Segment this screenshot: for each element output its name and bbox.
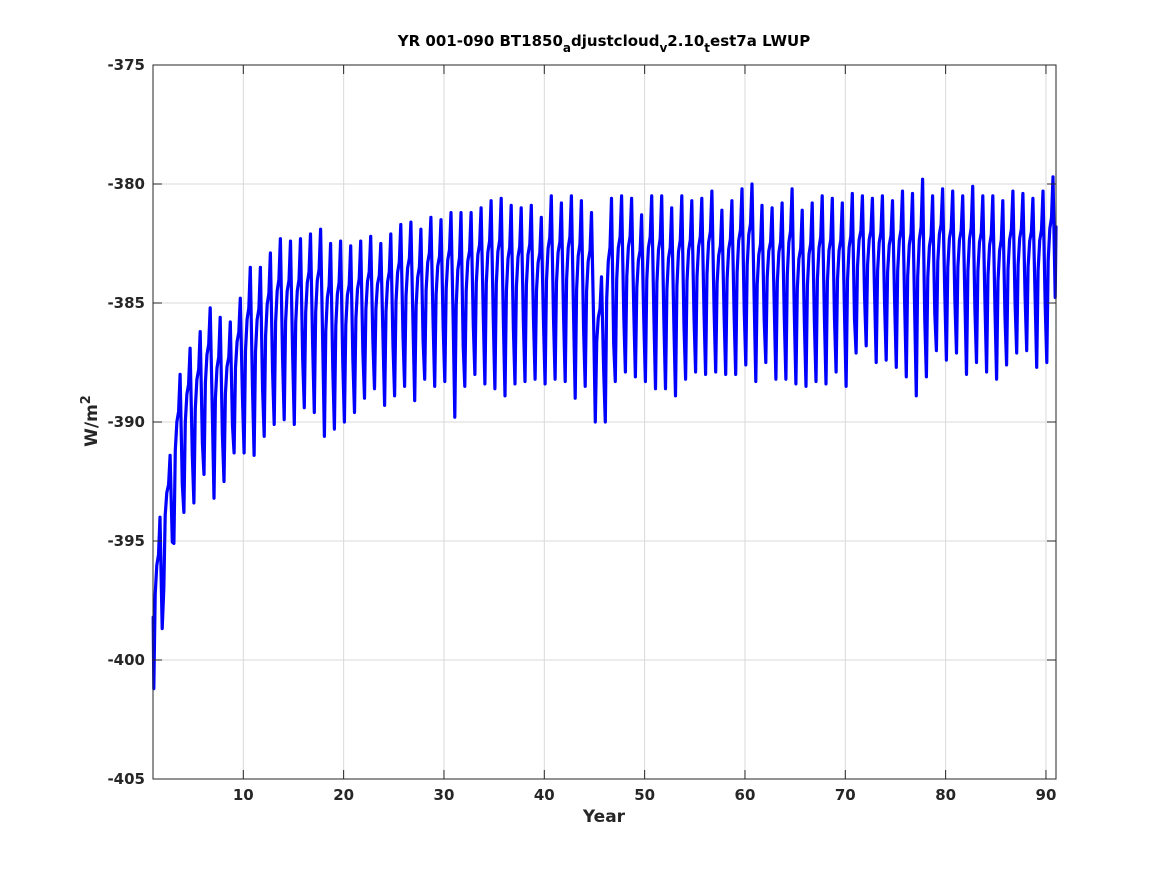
chart-title-segment: djustcloud xyxy=(571,32,659,50)
y-axis-label-base: W/m xyxy=(82,404,102,447)
x-tick-label: 40 xyxy=(534,786,555,804)
y-tick-label: -380 xyxy=(107,175,145,193)
y-tick-label: -390 xyxy=(107,413,145,431)
chart-title-subscript: t xyxy=(704,41,710,55)
x-tick-label: 70 xyxy=(835,786,856,804)
x-tick-label: 30 xyxy=(434,786,455,804)
y-tick-label: -405 xyxy=(107,770,145,788)
x-tick-label: 90 xyxy=(1036,786,1057,804)
y-tick-label: -375 xyxy=(107,56,145,74)
y-axis-label: W/m2 xyxy=(79,395,102,447)
y-tick-label: -385 xyxy=(107,294,145,312)
chart-title-segment: 2.10 xyxy=(667,32,704,50)
chart-title-segment: YR 001-090 BT1850 xyxy=(397,32,563,50)
chart-title-subscript: v xyxy=(659,41,667,55)
x-axis-label: Year xyxy=(582,807,626,827)
chart-title-subscript: a xyxy=(563,41,571,55)
y-axis-ticks: -405 -400 -395 -390 -385 -380 -375 xyxy=(107,56,1056,788)
x-tick-label: 10 xyxy=(233,786,254,804)
x-tick-label: 80 xyxy=(935,786,956,804)
series-layer xyxy=(151,175,1058,691)
y-tick-label: -395 xyxy=(107,532,145,550)
chart-title: YR 001-090 BT1850adjustcloudv2.10test7a … xyxy=(397,32,810,55)
series-line xyxy=(151,175,1058,691)
x-tick-label: 50 xyxy=(634,786,655,804)
chart-title-segment: est7a LWUP xyxy=(710,32,810,50)
y-axis-label-superscript: 2 xyxy=(79,395,94,404)
x-tick-label: 20 xyxy=(333,786,354,804)
x-tick-label: 60 xyxy=(735,786,756,804)
x-axis-ticks: 10 20 30 40 50 60 70 80 90 xyxy=(233,65,1057,804)
y-tick-label: -400 xyxy=(107,651,145,669)
